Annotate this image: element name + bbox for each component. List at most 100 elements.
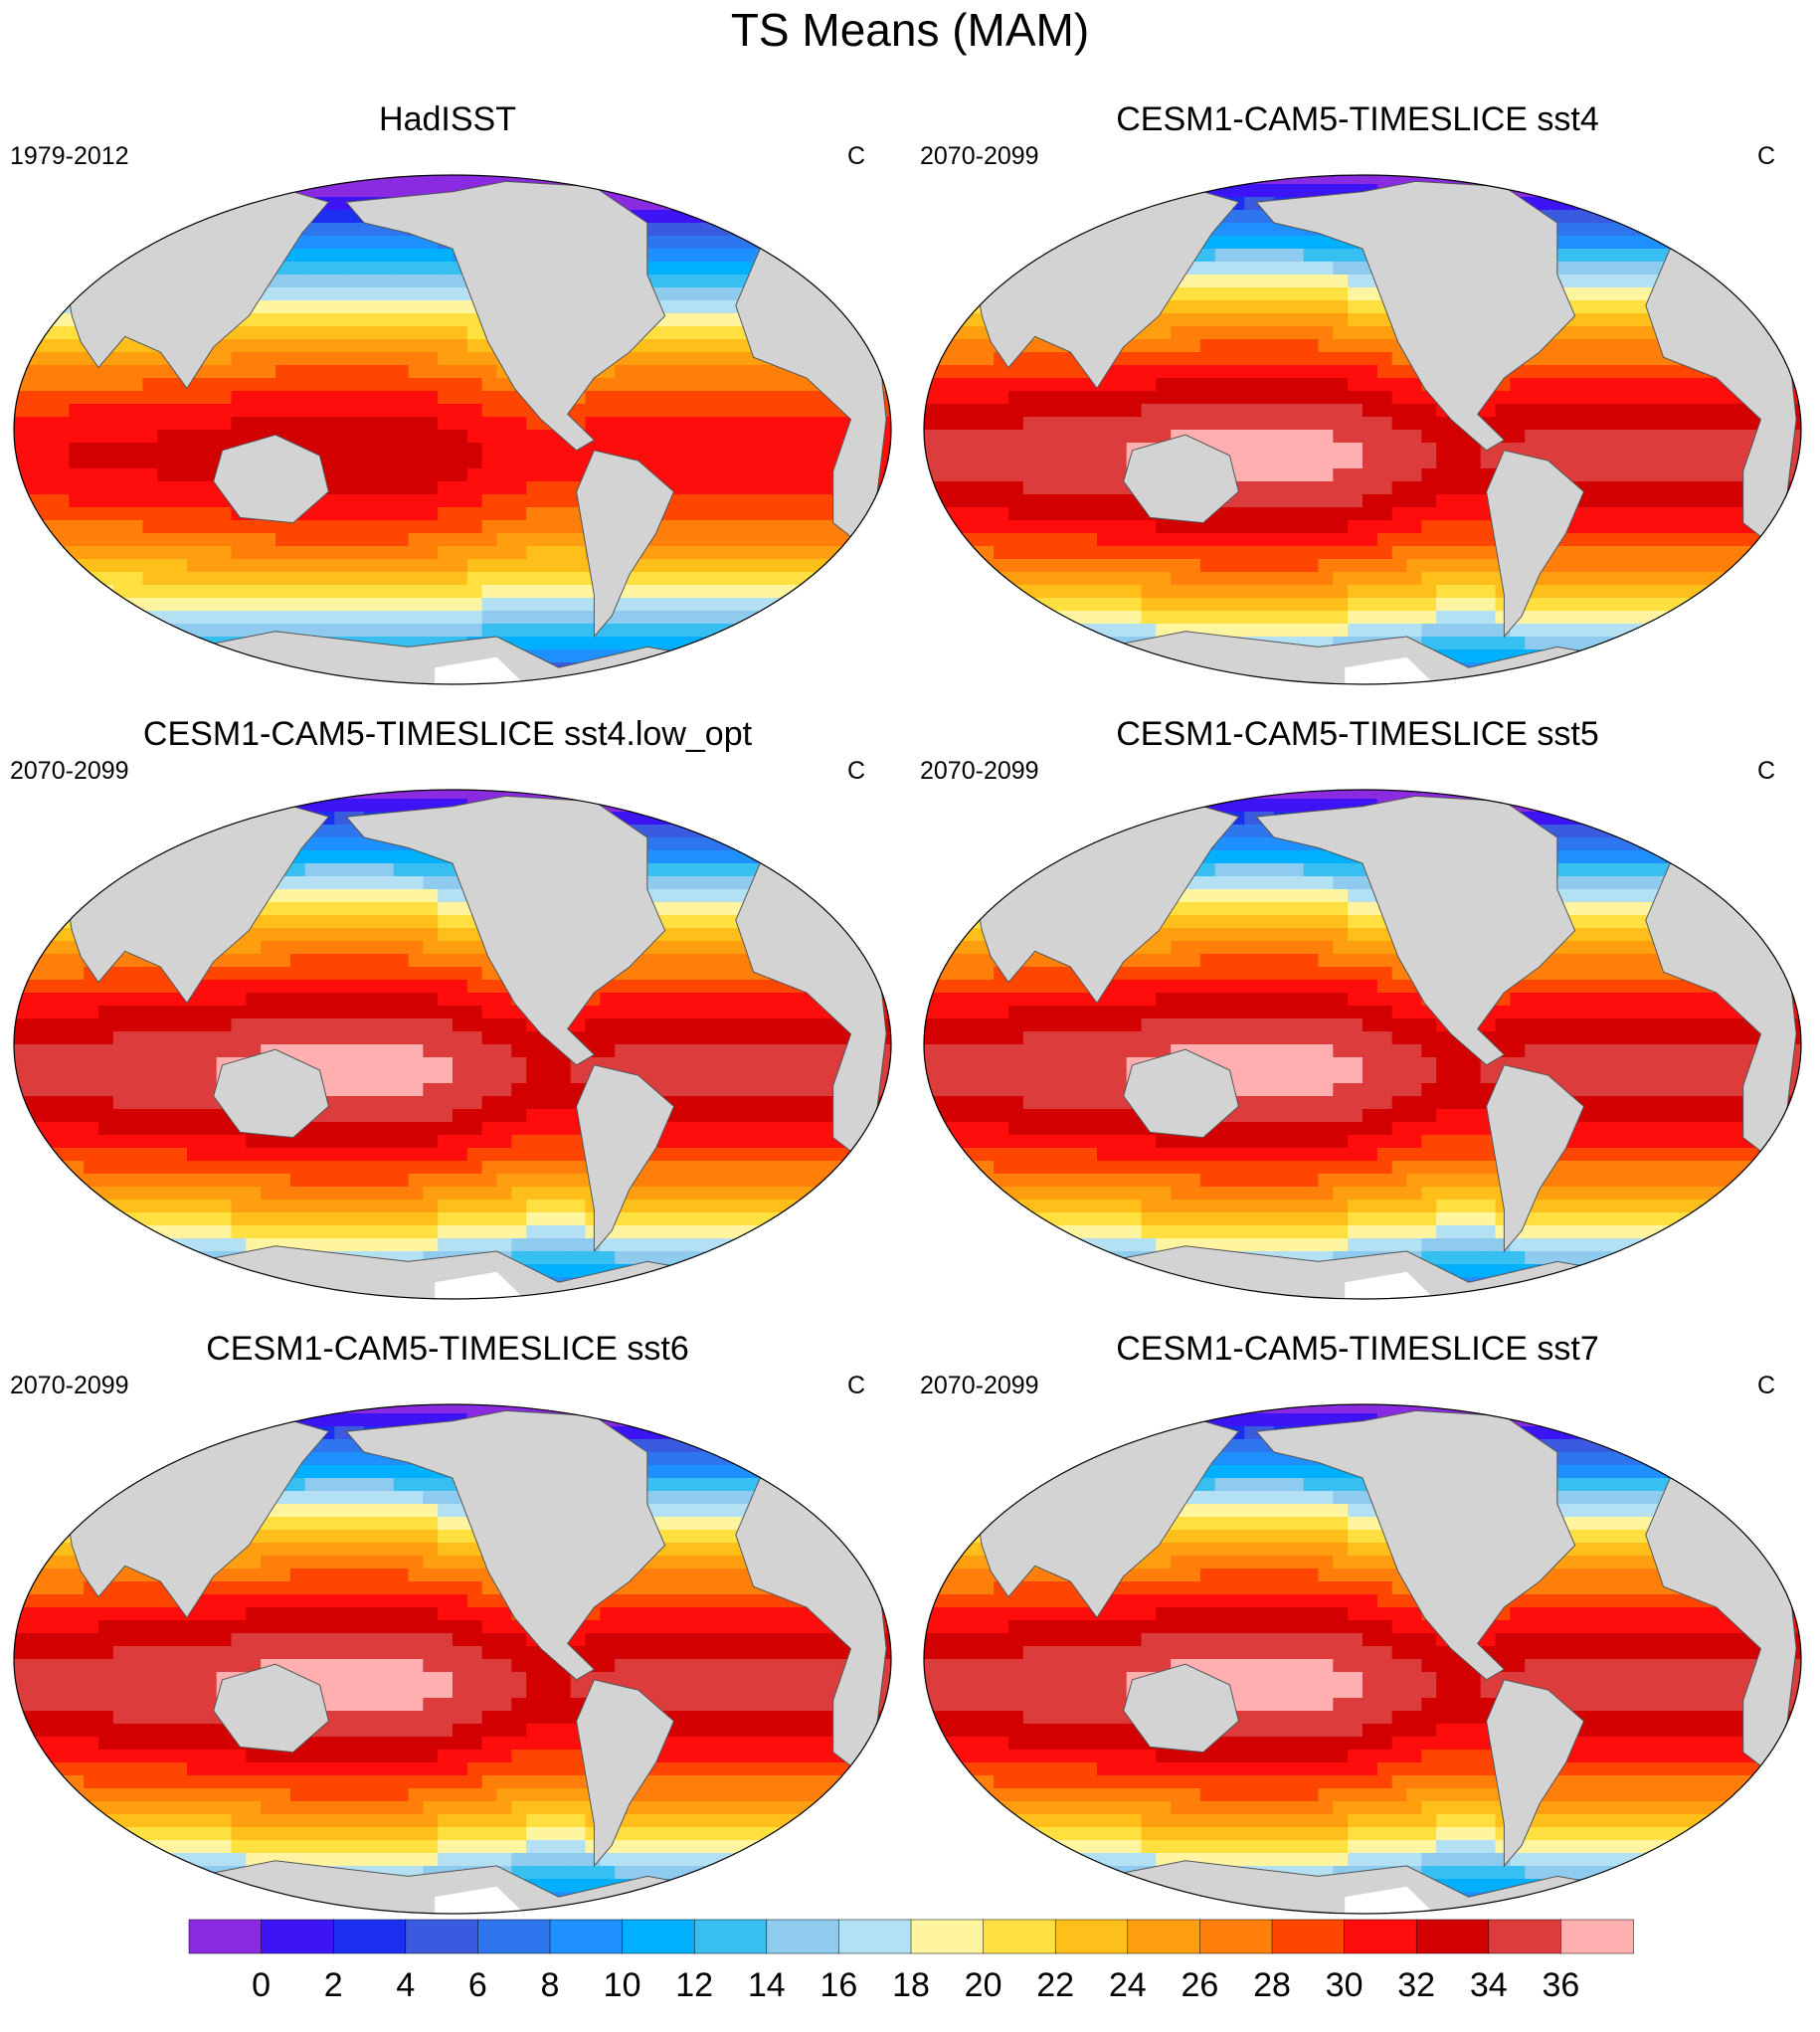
sst-cell xyxy=(1141,365,1157,379)
sst-cell xyxy=(688,352,704,366)
sst-cell xyxy=(1421,533,1437,547)
sst-cell xyxy=(1465,443,1482,457)
sst-cell xyxy=(747,456,764,469)
sst-cell xyxy=(1687,520,1703,534)
sst-cell xyxy=(423,598,439,612)
sst-cell xyxy=(1702,223,1718,237)
sst-cell xyxy=(718,533,734,547)
sst-cell xyxy=(496,417,512,431)
sst-cell xyxy=(1613,572,1629,586)
sst-cell xyxy=(732,175,749,185)
sst-cell xyxy=(304,352,321,366)
sst-cell xyxy=(585,675,601,684)
sst-cell xyxy=(807,662,822,676)
sst-cell xyxy=(1185,585,1201,599)
sst-cell xyxy=(466,417,483,431)
sst-cell xyxy=(112,624,129,638)
sst-cell xyxy=(246,799,262,813)
sst-cell xyxy=(762,637,778,650)
sst-cell xyxy=(964,675,980,684)
sst-cell xyxy=(807,520,822,534)
sst-cell xyxy=(777,456,793,469)
sst-cell xyxy=(703,339,719,353)
sst-cell xyxy=(1214,559,1231,573)
sst-cell xyxy=(481,598,498,612)
sst-cell xyxy=(1702,546,1718,560)
sst-cell xyxy=(1082,494,1098,508)
sst-cell xyxy=(658,339,675,353)
sst-cell xyxy=(511,481,527,495)
sst-cell xyxy=(172,662,188,676)
sst-cell xyxy=(408,339,424,353)
sst-cell xyxy=(688,197,704,211)
sst-cell xyxy=(1244,417,1260,431)
sst-cell xyxy=(511,417,527,431)
sst-cell xyxy=(1082,649,1098,663)
sst-cell xyxy=(511,404,527,418)
sst-cell xyxy=(747,675,764,684)
sst-cell xyxy=(1745,210,1762,224)
sst-cell xyxy=(1568,184,1585,198)
sst-cell xyxy=(246,184,262,198)
sst-cell xyxy=(1568,585,1585,599)
sst-cell xyxy=(246,675,262,684)
sst-cell xyxy=(24,287,41,301)
sst-cell xyxy=(703,249,719,263)
sst-cell xyxy=(14,210,26,224)
sst-cell xyxy=(157,598,173,612)
sst-cell xyxy=(364,300,380,314)
sst-cell xyxy=(1214,352,1231,366)
sst-cell xyxy=(1657,533,1674,547)
sst-cell xyxy=(673,624,689,638)
sst-cell xyxy=(1583,494,1599,508)
sst-cell xyxy=(835,799,852,813)
sst-cell xyxy=(1229,313,1245,327)
sst-cell xyxy=(54,649,70,663)
sst-cell xyxy=(1318,326,1334,340)
sst-cell xyxy=(319,262,335,276)
sst-cell xyxy=(496,533,512,547)
sst-cell xyxy=(216,417,233,431)
sst-cell xyxy=(1244,468,1260,482)
sst-cell xyxy=(1495,417,1511,431)
sst-cell xyxy=(319,443,335,457)
sst-cell xyxy=(1037,468,1054,482)
sst-cell xyxy=(289,585,306,599)
sst-cell xyxy=(481,546,498,560)
robinson-map xyxy=(923,174,1802,685)
sst-cell xyxy=(1376,391,1393,405)
sst-cell xyxy=(1156,339,1172,353)
sst-cell xyxy=(393,494,410,508)
sst-cell xyxy=(820,184,837,198)
sst-cell xyxy=(979,339,995,353)
sst-cell xyxy=(979,585,995,599)
sst-cell xyxy=(1406,456,1422,469)
sst-cell xyxy=(1259,223,1275,237)
sst-cell xyxy=(438,624,454,638)
sst-cell xyxy=(438,391,454,405)
sst-cell xyxy=(1229,507,1245,521)
sst-cell xyxy=(1760,572,1776,586)
sst-cell xyxy=(994,391,1009,405)
sst-cell xyxy=(1067,175,1083,185)
sst-cell xyxy=(1037,184,1054,198)
sst-cell xyxy=(1760,559,1776,573)
sst-cell xyxy=(1022,391,1039,405)
sst-cell xyxy=(835,585,852,599)
sst-cell xyxy=(1642,637,1659,650)
sst-cell xyxy=(1052,624,1068,638)
sst-cell xyxy=(84,637,99,650)
sst-cell xyxy=(1156,598,1172,612)
sst-cell xyxy=(688,468,704,482)
sst-cell xyxy=(364,468,380,482)
sst-cell xyxy=(275,417,291,431)
sst-cell xyxy=(1097,649,1113,663)
sst-cell xyxy=(14,378,26,392)
sst-cell xyxy=(98,598,114,612)
sst-cell xyxy=(658,637,675,650)
sst-cell xyxy=(1097,637,1113,650)
sst-cell xyxy=(69,249,85,263)
sst-cell xyxy=(1598,572,1614,586)
sst-cell xyxy=(1687,546,1703,560)
sst-cell xyxy=(718,662,734,676)
